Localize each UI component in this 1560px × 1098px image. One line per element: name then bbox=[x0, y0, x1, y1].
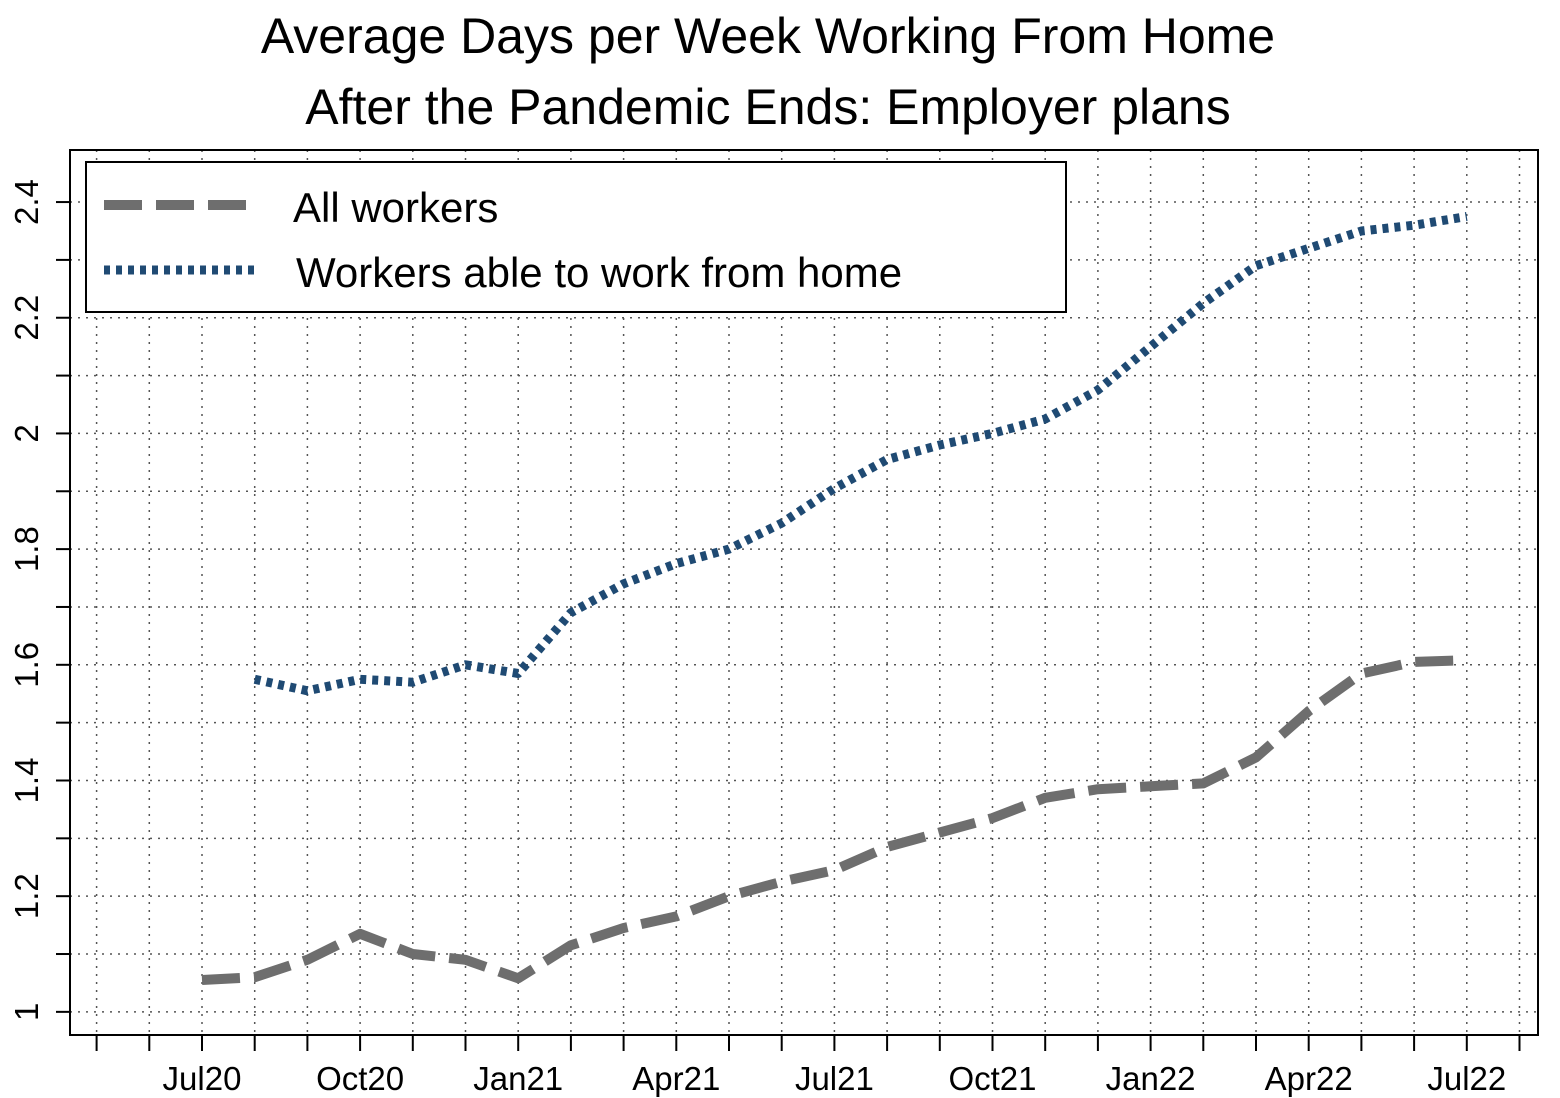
y-axis: 1 1.2 1.4 1.6 1.8 2 2.2 2.4 bbox=[8, 179, 70, 1021]
legend: All workers Workers able to work from ho… bbox=[85, 161, 1067, 313]
series-line-all-workers bbox=[201, 655, 1467, 985]
x-tick-label: Jul22 bbox=[1427, 1060, 1506, 1097]
chart-title-line-2: After the Pandemic Ends: Employer plans bbox=[305, 79, 1230, 135]
y-tick-label: 1.8 bbox=[8, 526, 45, 572]
x-tick-label: Apr22 bbox=[1265, 1060, 1353, 1097]
y-tick-label: 1.6 bbox=[8, 642, 45, 688]
y-tick-label: 2.4 bbox=[8, 179, 45, 225]
legend-box bbox=[85, 161, 1067, 313]
series-line-wfh-able bbox=[253, 212, 1468, 696]
series-layer bbox=[201, 212, 1468, 985]
legend-label-all-workers: All workers bbox=[293, 184, 498, 231]
x-tick-label: Jul21 bbox=[795, 1060, 874, 1097]
plot-frame bbox=[69, 149, 1539, 1036]
x-tick-label: Jan21 bbox=[473, 1060, 563, 1097]
y-tick-label: 1.4 bbox=[8, 758, 45, 804]
x-tick-label: Jan22 bbox=[1106, 1060, 1196, 1097]
y-tick-label: 2.2 bbox=[8, 295, 45, 341]
x-tick-label: Oct20 bbox=[316, 1060, 404, 1097]
x-tick-label: Apr21 bbox=[632, 1060, 720, 1097]
y-tick-label: 1 bbox=[8, 1003, 45, 1021]
x-axis: Jul20 Oct20 Jan21 Apr21 Jul21 Oct21 Jan22 Apr22… bbox=[95, 1035, 1521, 1097]
y-tick-label: 2 bbox=[8, 424, 45, 442]
legend-label-wfh-able: Workers able to work from home bbox=[296, 249, 902, 296]
grid bbox=[70, 150, 1538, 1035]
x-tick-label: Jul20 bbox=[163, 1060, 242, 1097]
y-tick-label: 1.2 bbox=[8, 873, 45, 919]
chart-title-line-1: Average Days per Week Working From Home bbox=[261, 8, 1275, 64]
x-tick-label: Oct21 bbox=[948, 1060, 1036, 1097]
